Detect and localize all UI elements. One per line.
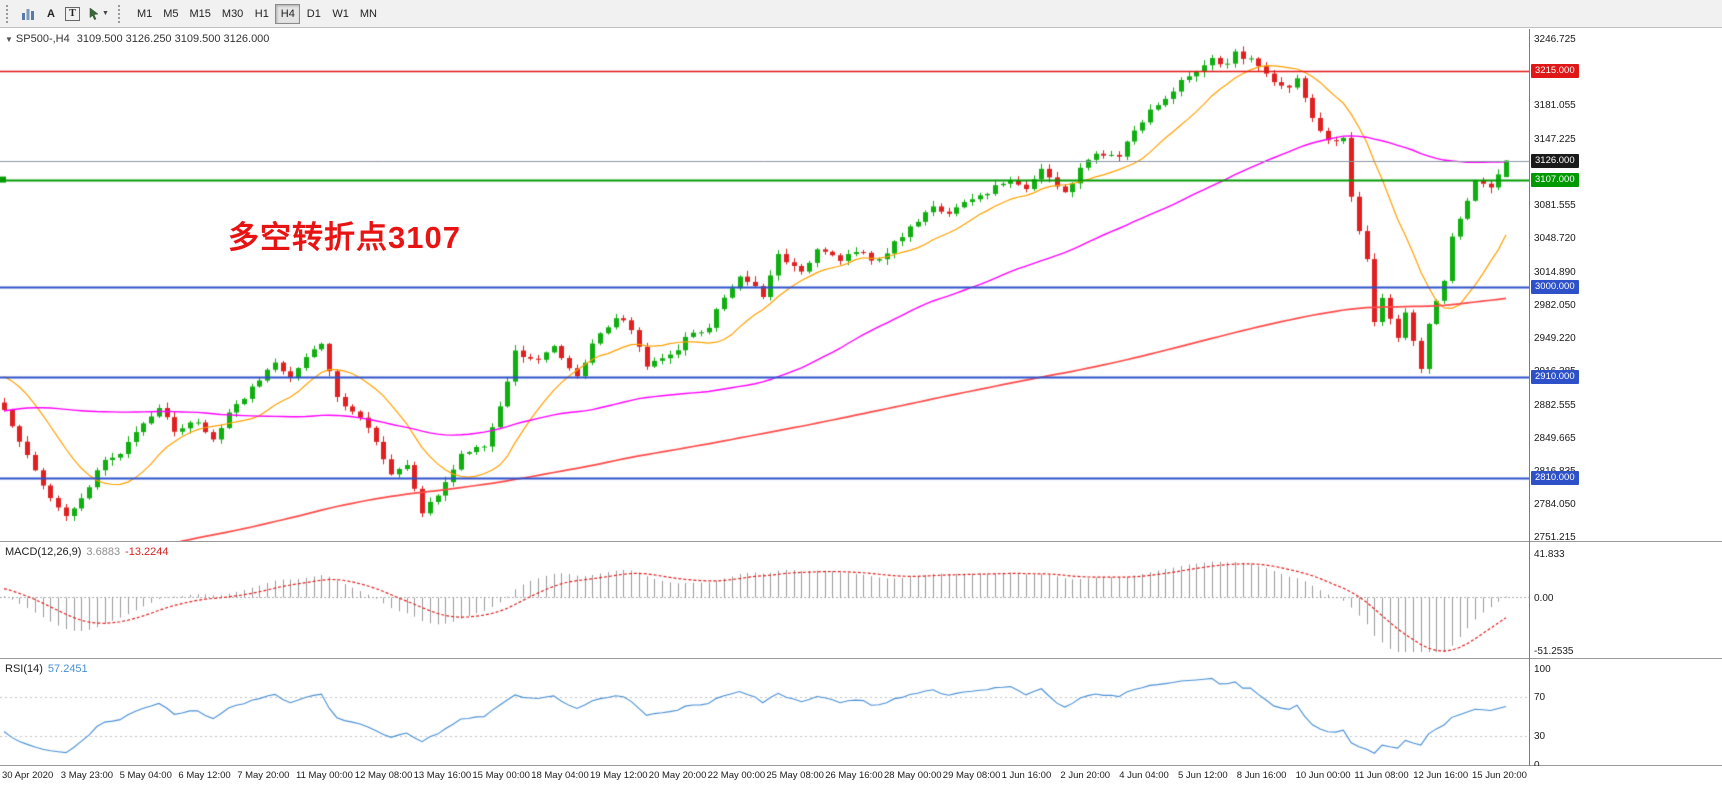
price-axis-label: 2949.220 <box>1534 332 1576 344</box>
timeframe-h1[interactable]: H1 <box>249 4 274 24</box>
macd-panel-canvas[interactable] <box>0 542 1529 658</box>
macd-name: MACD(12,26,9) <box>5 546 82 558</box>
time-axis-label: 6 May 12:00 <box>178 770 231 781</box>
rsi-indicator-label: RSI(14) 57.2451 <box>5 663 88 675</box>
symbol-period-label: SP500-,H4 <box>15 33 70 45</box>
price-axis-label: 3014.890 <box>1534 267 1576 279</box>
time-axis-label: 5 Jun 12:00 <box>1178 770 1228 781</box>
rsi-axis-label: 70 <box>1534 692 1546 704</box>
time-axis-label: 22 May 00:00 <box>707 770 766 781</box>
timeframe-m5[interactable]: M5 <box>158 4 183 24</box>
toolbar: A T ▼ M1 M5 M15 M30 H1 H4 D1 W1 MN <box>0 0 1722 28</box>
macd-axis-label: 0.00 <box>1534 592 1554 604</box>
rsi-value: 57.2451 <box>47 663 88 675</box>
cursor-dropdown-button[interactable]: ▼ <box>83 3 114 25</box>
rsi-axis-label: 100 <box>1534 663 1551 675</box>
price-badge: 2810.000 <box>1531 470 1579 485</box>
timeframe-bar: M1 M5 M15 M30 H1 H4 D1 W1 MN <box>132 3 382 24</box>
collapse-triangle-icon[interactable]: ▼ <box>5 35 13 44</box>
time-axis-label: 11 Jun 08:00 <box>1354 770 1409 781</box>
time-axis-label: 1 Jun 16:00 <box>1001 770 1052 781</box>
time-axis-label: 5 May 04:00 <box>119 770 172 781</box>
price-badge: 3126.000 <box>1531 153 1579 168</box>
price-axis[interactable]: 3246.725 3181.055 3147.225 3081.555 3048.720… <box>1530 0 1722 771</box>
chart-title: ▼ SP500-,H4 3109.500 3126.250 3109.500 312… <box>5 33 269 45</box>
price-axis-label: 3181.055 <box>1534 100 1576 112</box>
timeframe-w1[interactable]: W1 <box>327 4 354 24</box>
time-axis-label: 30 Apr 2020 <box>2 770 54 781</box>
time-axis-label: 25 May 08:00 <box>766 770 824 781</box>
price-axis-label: 3246.725 <box>1534 34 1576 46</box>
time-axis-label: 8 Jun 16:00 <box>1236 770 1287 781</box>
chevron-down-icon: ▼ <box>102 10 109 17</box>
time-axis-label: 11 May 00:00 <box>296 770 353 781</box>
time-axis-label: 12 Jun 16:00 <box>1413 770 1469 781</box>
time-axis-label: 19 May 12:00 <box>590 770 648 781</box>
price-axis-label: 2784.050 <box>1534 498 1576 510</box>
timeframe-m1[interactable]: M1 <box>132 4 157 24</box>
timeframe-h4[interactable]: H4 <box>275 3 301 24</box>
price-badge: 3107.000 <box>1531 172 1579 187</box>
rsi-panel-canvas[interactable] <box>0 659 1529 765</box>
annotate-a-button[interactable]: A <box>40 3 62 25</box>
macd-signal-value: -13.2244 <box>125 546 169 558</box>
ohlc-values: 3109.500 3126.250 3109.500 3126.000 <box>76 33 270 45</box>
time-axis-label: 7 May 20:00 <box>237 770 290 781</box>
time-axis-label: 3 May 23:00 <box>60 770 114 781</box>
panel-splitter[interactable] <box>0 541 1722 542</box>
time-axis-label: 15 Jun 20:00 <box>1472 770 1527 781</box>
macd-main-value: 3.6883 <box>86 546 121 558</box>
timeframe-mn[interactable]: MN <box>355 4 382 24</box>
price-axis-label: 2982.050 <box>1534 300 1576 312</box>
price-axis-label: 3147.225 <box>1534 134 1576 146</box>
cursor-icon <box>89 7 99 20</box>
price-axis-label: 3081.555 <box>1534 200 1576 212</box>
panel-splitter <box>0 765 1722 766</box>
time-axis-label: 18 May 04:00 <box>531 770 589 781</box>
time-axis-label: 26 May 16:00 <box>825 770 883 781</box>
price-badge: 3000.000 <box>1531 280 1579 294</box>
macd-axis-label: -51.2535 <box>1534 646 1574 658</box>
price-axis-label: 2751.215 <box>1534 531 1576 543</box>
bar-chart-icon <box>22 8 34 20</box>
timeframe-m30[interactable]: M30 <box>217 4 248 24</box>
time-axis-label: 2 Jun 20:00 <box>1060 770 1111 781</box>
timeframe-d1[interactable]: D1 <box>301 4 326 24</box>
time-axis-label: 10 Jun 00:00 <box>1295 770 1351 781</box>
time-axis-label: 20 May 20:00 <box>648 770 707 781</box>
time-axis-label: 4 Jun 04:00 <box>1119 770 1169 781</box>
time-axis-label: 15 May 00:00 <box>472 770 530 781</box>
time-axis-label: 12 May 08:00 <box>354 770 413 781</box>
price-axis-label: 2882.555 <box>1534 399 1576 411</box>
panel-splitter[interactable] <box>0 658 1722 659</box>
text-annotation[interactable]: 多空转折点3107 <box>228 220 461 255</box>
axis-separator <box>1529 29 1530 766</box>
rsi-axis-label: 30 <box>1534 730 1546 742</box>
price-axis-label: 2849.665 <box>1534 432 1576 444</box>
price-badge: 2910.000 <box>1531 370 1579 385</box>
toolbar-grip[interactable] <box>117 4 124 23</box>
toolbar-grip[interactable] <box>6 4 12 23</box>
chart-window-icon[interactable] <box>16 3 40 25</box>
main-chart-canvas[interactable] <box>0 29 1529 541</box>
macd-axis-label: 41.833 <box>1534 548 1565 560</box>
timeframe-m15[interactable]: M15 <box>185 4 216 24</box>
price-axis-label: 3048.720 <box>1534 233 1576 245</box>
time-axis-label: 13 May 16:00 <box>413 770 472 781</box>
time-axis-label: 29 May 08:00 <box>942 770 1001 781</box>
time-axis[interactable]: 30 Apr 2020 3 May 23:00 5 May 04:00 6 May 1… <box>0 766 1722 791</box>
macd-indicator-label: MACD(12,26,9) 3.6883 -13.2244 <box>5 546 169 558</box>
time-axis-label: 28 May 00:00 <box>884 770 942 781</box>
price-badge: 3215.000 <box>1531 64 1579 79</box>
rsi-name: RSI(14) <box>5 663 43 675</box>
text-tool-button[interactable]: T <box>65 6 80 21</box>
rsi-axis-label: 0 <box>1534 759 1540 771</box>
